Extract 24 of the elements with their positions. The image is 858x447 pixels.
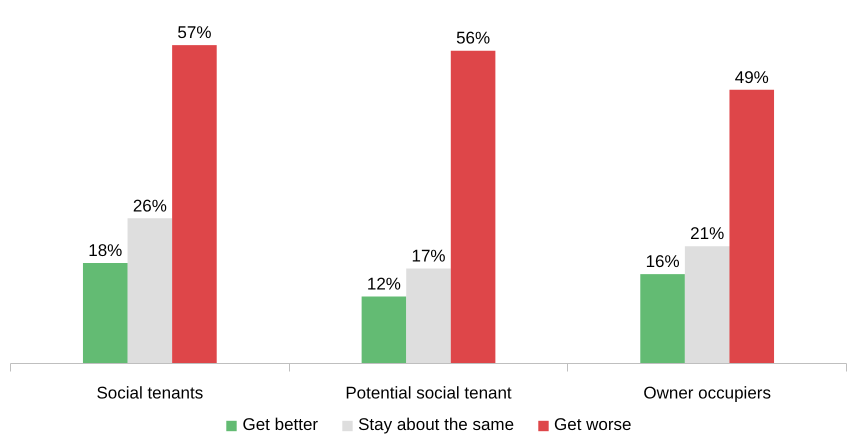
legend-label: Stay about the same: [358, 415, 514, 435]
data-label: 21%: [690, 224, 724, 244]
bar: [640, 274, 685, 364]
bar: [406, 268, 451, 364]
data-label: 26%: [132, 196, 167, 216]
bar: [172, 45, 217, 364]
bar: [362, 296, 406, 364]
x-tick-label: Potential social tenant: [345, 384, 512, 402]
bar: [729, 90, 774, 364]
data-label: 57%: [177, 23, 212, 42]
legend-label: Get worse: [554, 415, 632, 435]
x-tick-label: Social tenants: [96, 384, 204, 402]
data-label: 17%: [411, 246, 446, 266]
data-label: 16%: [646, 252, 680, 272]
bar: [684, 246, 730, 364]
data-label: 49%: [734, 68, 769, 87]
x-tick-label: Owner occupiers: [643, 384, 771, 402]
bar: [128, 218, 172, 364]
data-label: 18%: [88, 240, 122, 260]
data-label: 56%: [456, 28, 490, 48]
bar: [82, 262, 128, 364]
data-label: 12%: [366, 274, 401, 294]
bar: [450, 50, 496, 364]
legend-label: Get better: [242, 415, 318, 435]
